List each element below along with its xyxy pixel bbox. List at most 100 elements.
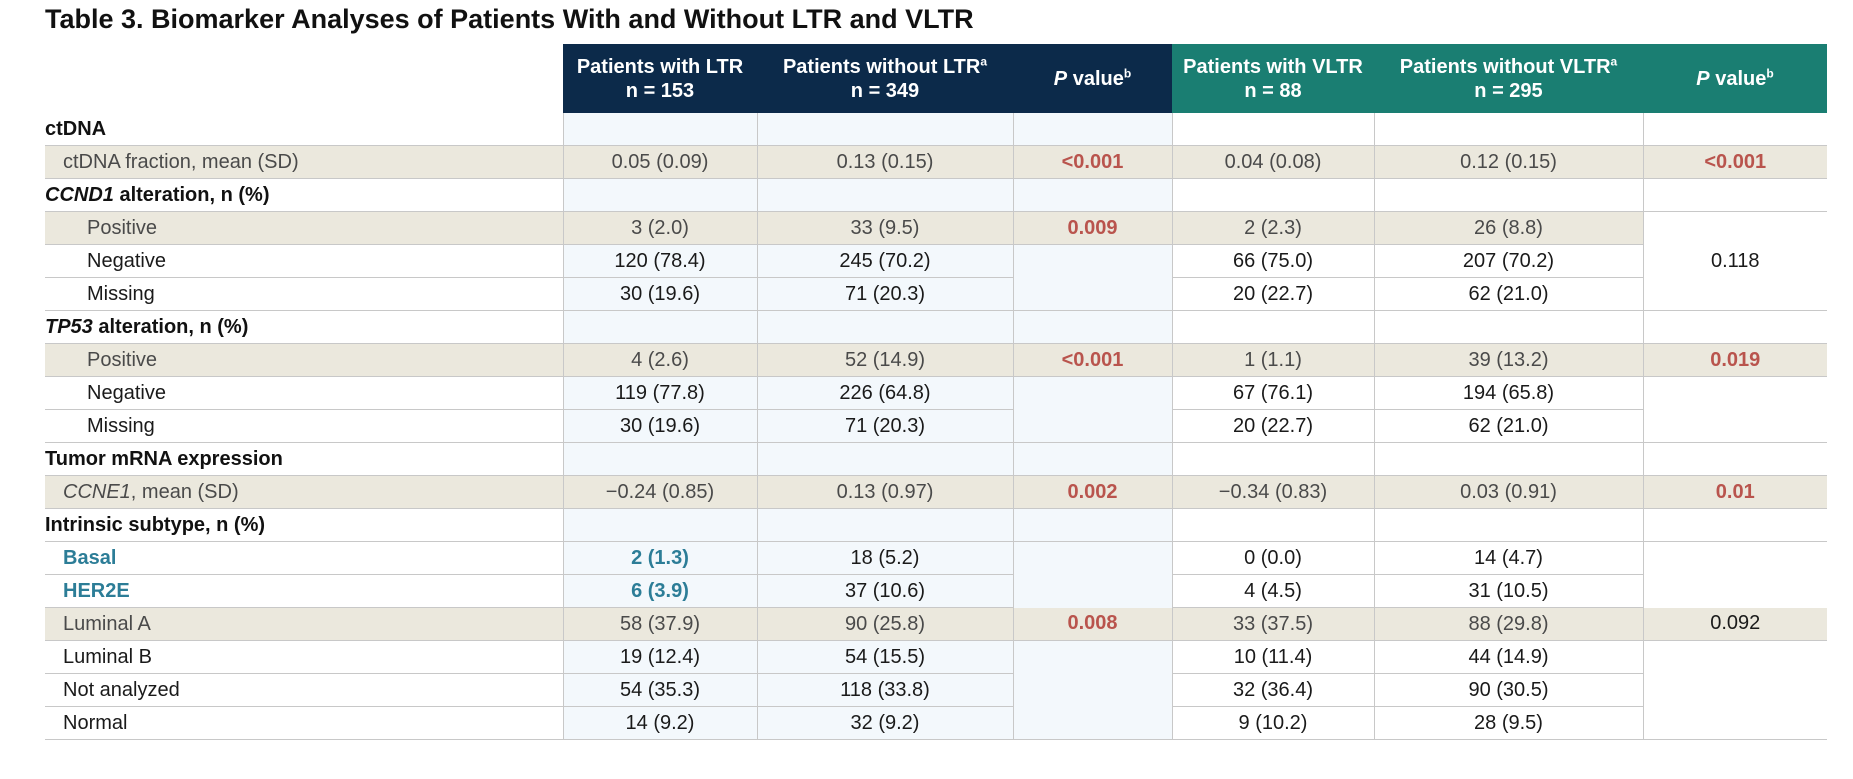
cell-ltr-pvalue: 0.009 bbox=[1012, 211, 1172, 245]
table-row: Positive 4 (2.6) 52 (14.9) <0.001 1 (1.1… bbox=[45, 343, 1827, 377]
cell-ltr-with: 19 (12.4) bbox=[562, 640, 757, 674]
header-text: Patients without LTRa bbox=[782, 53, 988, 78]
cell-vltr-with: 32 (36.4) bbox=[1171, 673, 1374, 707]
cell-vltr-pvalue: 0.092 bbox=[1642, 607, 1827, 641]
cell-vltr-without: 62 (21.0) bbox=[1373, 277, 1643, 311]
table-row: Missing 30 (19.6) 71 (20.3) 20 (22.7) 62… bbox=[45, 277, 1827, 311]
section-label: CCND1 alteration, n (%) bbox=[45, 178, 563, 212]
cell-vltr-with: 4 (4.5) bbox=[1171, 574, 1374, 608]
cell-vltr-without: 14 (4.7) bbox=[1373, 541, 1643, 575]
row-label: Negative bbox=[45, 376, 563, 410]
section-label: TP53 alteration, n (%) bbox=[45, 310, 563, 344]
cell-ltr-pvalue: 0.008 bbox=[1012, 607, 1172, 641]
cell-vltr-without: 88 (29.8) bbox=[1373, 607, 1643, 641]
table-row: Luminal A 58 (37.9) 90 (25.8) 0.008 33 (… bbox=[45, 607, 1827, 641]
cell-ltr-with: 58 (37.9) bbox=[562, 607, 757, 641]
cell-vltr-with: 20 (22.7) bbox=[1171, 409, 1374, 443]
cell-vltr-without: 0.03 (0.91) bbox=[1373, 475, 1643, 509]
header-text: P valueb bbox=[1053, 65, 1132, 90]
cell-vltr-without: 62 (21.0) bbox=[1373, 409, 1643, 443]
biomarker-table: Patients with LTR n = 153 Patients witho… bbox=[45, 44, 1827, 740]
cell-vltr-pvalue: 0.01 bbox=[1642, 475, 1827, 509]
cell-vltr-with: 1 (1.1) bbox=[1171, 343, 1374, 377]
section-label: Intrinsic subtype, n (%) bbox=[45, 508, 563, 542]
table-row: HER2E 6 (3.9) 37 (10.6) 4 (4.5) 31 (10.5… bbox=[45, 574, 1827, 608]
cell-ltr-without: 0.13 (0.97) bbox=[756, 475, 1013, 509]
cell-vltr-without: 28 (9.5) bbox=[1373, 706, 1643, 740]
cell-vltr-without: 26 (8.8) bbox=[1373, 211, 1643, 245]
cell-ltr-without: 71 (20.3) bbox=[756, 409, 1013, 443]
row-label: Missing bbox=[45, 277, 563, 311]
header-ltr-pvalue: P valueb bbox=[1013, 44, 1172, 113]
cell-ltr-with: 6 (3.9) bbox=[562, 574, 757, 608]
cell-vltr-with: 9 (10.2) bbox=[1171, 706, 1374, 740]
section-label: ctDNA bbox=[45, 113, 563, 146]
cell-ltr-without: 18 (5.2) bbox=[756, 541, 1013, 575]
cell-vltr-without: 39 (13.2) bbox=[1373, 343, 1643, 377]
row-label: Luminal B bbox=[45, 640, 563, 674]
header-vltr-pvalue: P valueb bbox=[1643, 44, 1827, 113]
cell-vltr-with: 33 (37.5) bbox=[1171, 607, 1374, 641]
cell-vltr-with: 0 (0.0) bbox=[1171, 541, 1374, 575]
row-label: Normal bbox=[45, 706, 563, 740]
section-row-subtype: Intrinsic subtype, n (%) bbox=[45, 508, 1827, 542]
cell-ltr-with: −0.24 (0.85) bbox=[562, 475, 757, 509]
cell-ltr-without: 54 (15.5) bbox=[756, 640, 1013, 674]
cell-vltr-without: 90 (30.5) bbox=[1373, 673, 1643, 707]
cell-ltr-pvalue: <0.001 bbox=[1012, 343, 1172, 377]
header-n: n = 153 bbox=[625, 79, 695, 102]
cell-vltr-pvalue: <0.001 bbox=[1642, 145, 1827, 179]
cell-ltr-with: 3 (2.0) bbox=[562, 211, 757, 245]
row-label: Not analyzed bbox=[45, 673, 563, 707]
section-row-mrna: Tumor mRNA expression bbox=[45, 442, 1827, 476]
section-row-tp53: TP53 alteration, n (%) bbox=[45, 310, 1827, 344]
cell-ltr-with: 54 (35.3) bbox=[562, 673, 757, 707]
table-row: Normal 14 (9.2) 32 (9.2) 9 (10.2) 28 (9.… bbox=[45, 706, 1827, 740]
cell-ltr-pvalue: 0.002 bbox=[1012, 475, 1172, 509]
table-title: Table 3. Biomarker Analyses of Patients … bbox=[45, 4, 974, 34]
cell-vltr-pvalue: 0.118 bbox=[1642, 211, 1827, 311]
cell-vltr-with: 0.04 (0.08) bbox=[1171, 145, 1374, 179]
header-n: n = 349 bbox=[850, 79, 920, 102]
cell-ltr-without: 37 (10.6) bbox=[756, 574, 1013, 608]
row-label: Basal bbox=[45, 541, 563, 575]
cell-vltr-without: 207 (70.2) bbox=[1373, 244, 1643, 278]
cell-ltr-without: 118 (33.8) bbox=[756, 673, 1013, 707]
cell-ltr-with: 14 (9.2) bbox=[562, 706, 757, 740]
cell-ltr-without: 33 (9.5) bbox=[756, 211, 1013, 245]
cell-ltr-without: 0.13 (0.15) bbox=[756, 145, 1013, 179]
cell-ltr-with: 2 (1.3) bbox=[562, 541, 757, 575]
table-row: Basal 2 (1.3) 18 (5.2) 0 (0.0) 14 (4.7) bbox=[45, 541, 1827, 575]
header-ltr-with: Patients with LTR n = 153 bbox=[563, 44, 757, 113]
cell-ltr-with: 30 (19.6) bbox=[562, 277, 757, 311]
cell-ltr-with: 0.05 (0.09) bbox=[562, 145, 757, 179]
table-row: Positive 3 (2.0) 33 (9.5) 0.009 2 (2.3) … bbox=[45, 211, 1827, 311]
cell-ltr-without: 245 (70.2) bbox=[756, 244, 1013, 278]
table-row: Luminal B 19 (12.4) 54 (15.5) 10 (11.4) … bbox=[45, 640, 1827, 674]
section-row-ctdna: ctDNA bbox=[45, 113, 1827, 146]
row-label: Positive bbox=[45, 211, 563, 245]
header-n: n = 88 bbox=[1244, 79, 1302, 102]
cell-ltr-without: 226 (64.8) bbox=[756, 376, 1013, 410]
cell-ltr-without: 32 (9.2) bbox=[756, 706, 1013, 740]
cell-ltr-without: 71 (20.3) bbox=[756, 277, 1013, 311]
row-label: CCNE1, mean (SD) bbox=[45, 475, 563, 509]
cell-ltr-without: 52 (14.9) bbox=[756, 343, 1013, 377]
header-text: Patients with VLTR bbox=[1183, 55, 1363, 78]
cell-ltr-with: 120 (78.4) bbox=[562, 244, 757, 278]
table-row: Negative 120 (78.4) 245 (70.2) 66 (75.0)… bbox=[45, 244, 1827, 278]
cell-vltr-pvalue: 0.019 bbox=[1642, 343, 1827, 377]
table-row: Not analyzed 54 (35.3) 118 (33.8) 32 (36… bbox=[45, 673, 1827, 707]
header-ltr-without: Patients without LTRa n = 349 bbox=[757, 44, 1013, 113]
cell-vltr-with: 66 (75.0) bbox=[1171, 244, 1374, 278]
table-row: Negative 119 (77.8) 226 (64.8) 67 (76.1)… bbox=[45, 376, 1827, 410]
header-text: Patients without VLTRa bbox=[1399, 53, 1618, 78]
cell-vltr-without: 44 (14.9) bbox=[1373, 640, 1643, 674]
table-row: Missing 30 (19.6) 71 (20.3) 20 (22.7) 62… bbox=[45, 409, 1827, 443]
cell-vltr-with: 2 (2.3) bbox=[1171, 211, 1374, 245]
cell-vltr-with: 67 (76.1) bbox=[1171, 376, 1374, 410]
cell-vltr-with: −0.34 (0.83) bbox=[1171, 475, 1374, 509]
cell-ltr-with: 119 (77.8) bbox=[562, 376, 757, 410]
cell-ltr-with: 30 (19.6) bbox=[562, 409, 757, 443]
table-row: CCNE1, mean (SD) −0.24 (0.85) 0.13 (0.97… bbox=[45, 475, 1827, 509]
